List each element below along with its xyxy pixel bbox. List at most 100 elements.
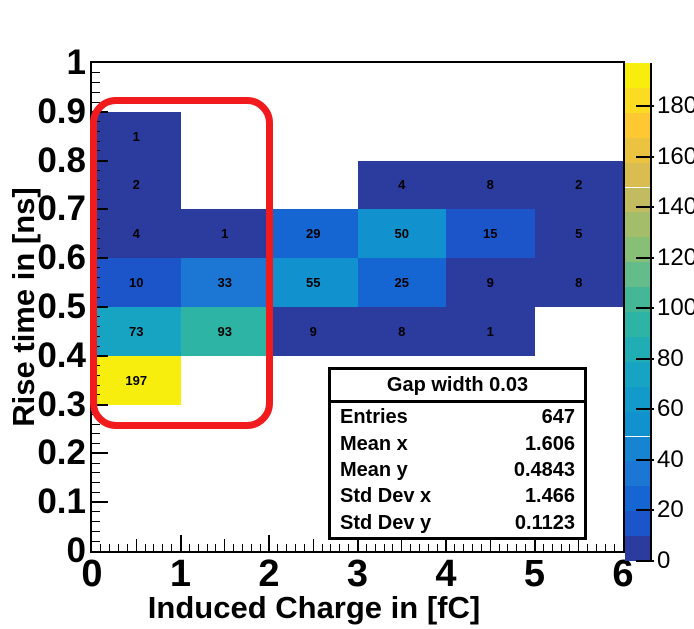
colorbar-band bbox=[625, 262, 650, 288]
heatmap-cell: 197 bbox=[92, 355, 181, 405]
colorbar-tick bbox=[636, 408, 654, 411]
x-axis-tick bbox=[578, 539, 580, 551]
y-axis-tick bbox=[92, 208, 108, 211]
x-axis-tick bbox=[224, 539, 226, 551]
x-axis-tick-label: 4 bbox=[435, 553, 457, 595]
x-axis-tick bbox=[533, 535, 536, 551]
y-axis-tick-label: 1 bbox=[66, 43, 86, 82]
y-axis-tick bbox=[92, 511, 100, 513]
x-axis-tick bbox=[295, 544, 297, 551]
colorbar-tick bbox=[636, 307, 654, 310]
x-axis-tick bbox=[215, 544, 217, 551]
colorbar-tick-label: 180 bbox=[657, 91, 694, 119]
y-axis-tick-label: 0.3 bbox=[37, 384, 86, 424]
x-axis-tick bbox=[525, 544, 527, 551]
x-axis-tick bbox=[171, 544, 173, 551]
x-axis-tick bbox=[339, 544, 341, 551]
x-axis-tick bbox=[321, 544, 323, 551]
colorbar-tick bbox=[636, 104, 654, 107]
x-axis-tick bbox=[330, 544, 332, 551]
x-axis-tick bbox=[516, 544, 518, 551]
heatmap-cell: 5 bbox=[534, 209, 623, 259]
x-axis-tick bbox=[259, 544, 261, 551]
stat-row: Mean y 0.4843 bbox=[340, 458, 575, 482]
colorbar-tick bbox=[636, 509, 654, 512]
heatmap-cell: 10 bbox=[92, 258, 181, 307]
colorbar-tick bbox=[636, 458, 654, 461]
heatmap-cell: 8 bbox=[534, 258, 623, 307]
y-axis-tick bbox=[92, 462, 100, 464]
x-axis-tick bbox=[418, 544, 420, 551]
colorbar-tick-label: 80 bbox=[657, 344, 684, 372]
stat-label: Mean y bbox=[340, 458, 408, 481]
heatmap-cell: 50 bbox=[357, 209, 446, 259]
heatmap-cell: 9 bbox=[269, 307, 358, 356]
y-axis-tick-label: 0.9 bbox=[37, 91, 86, 131]
x-axis-tick bbox=[135, 539, 137, 551]
colorbar-tick-label: 100 bbox=[657, 294, 694, 322]
stat-value: 0.1123 bbox=[514, 511, 575, 534]
colorbar-tick bbox=[636, 560, 654, 562]
y-axis-tick-label: 0.1 bbox=[37, 482, 86, 522]
colorbar-tick-label: 20 bbox=[657, 496, 684, 524]
x-axis-tick bbox=[560, 544, 562, 551]
x-axis-tick bbox=[507, 544, 509, 551]
x-axis-tick bbox=[286, 544, 288, 551]
colorbar-tick-label: 40 bbox=[657, 445, 684, 473]
stat-row: Mean x 1.606 bbox=[340, 432, 575, 456]
y-axis-tick-label: 0.6 bbox=[37, 238, 86, 278]
x-axis-tick bbox=[126, 544, 128, 551]
heatmap-cell: 55 bbox=[269, 258, 358, 307]
x-axis-tick bbox=[312, 539, 314, 551]
x-axis-tick bbox=[118, 544, 120, 551]
y-axis-tick-label: 0.7 bbox=[37, 189, 86, 229]
x-axis-tick bbox=[595, 544, 597, 551]
colorbar-band bbox=[625, 361, 650, 387]
x-axis-tick bbox=[427, 544, 429, 551]
stat-label: Std Dev x bbox=[340, 485, 432, 508]
x-axis-tick bbox=[489, 539, 491, 551]
x-axis-tick bbox=[277, 544, 279, 551]
colorbar-band bbox=[625, 87, 650, 113]
colorbar-band bbox=[625, 212, 650, 238]
x-axis-title: Induced Charge in [fC] bbox=[147, 590, 481, 625]
colorbar-tick-label: 60 bbox=[657, 395, 684, 423]
x-axis-tick bbox=[268, 535, 270, 551]
stat-label: Std Dev y bbox=[340, 511, 432, 534]
colorbar-tick bbox=[636, 155, 654, 158]
y-axis-tick bbox=[92, 530, 100, 532]
y-axis-tick-label: 0.5 bbox=[37, 287, 86, 326]
x-axis-tick bbox=[436, 544, 438, 551]
y-axis-tick bbox=[92, 159, 108, 162]
x-axis-tick bbox=[162, 544, 164, 551]
colorbar-band bbox=[625, 63, 650, 88]
y-axis-tick bbox=[92, 306, 108, 308]
colorbar-tick-label: 140 bbox=[657, 193, 694, 221]
stat-label: Entries bbox=[340, 406, 408, 429]
x-axis-tick bbox=[365, 544, 367, 551]
heatmap-cell: 25 bbox=[357, 258, 446, 307]
x-axis-tick bbox=[188, 544, 190, 551]
stats-box: Gap width 0.03 Entries 647 Mean x 1.606 Mean… bbox=[328, 367, 587, 540]
colorbar-axis-line bbox=[650, 63, 652, 561]
heatmap-cell: 2 bbox=[92, 160, 181, 210]
x-axis-tick bbox=[587, 544, 589, 551]
x-axis-tick bbox=[445, 535, 447, 551]
x-axis-tick bbox=[480, 544, 482, 551]
colorbar-band bbox=[625, 511, 650, 537]
colorbar-band bbox=[625, 486, 650, 512]
colorbar-band bbox=[625, 336, 650, 362]
x-axis-tick bbox=[542, 544, 544, 551]
y-axis-tick bbox=[92, 443, 100, 445]
stat-label: Mean x bbox=[340, 432, 408, 455]
heatmap-cell: 29 bbox=[269, 209, 358, 259]
y-axis-tick bbox=[92, 82, 100, 84]
stat-value: 1.606 bbox=[524, 432, 575, 455]
stat-row: Entries 647 bbox=[340, 405, 575, 429]
y-axis-tick-label: 0.4 bbox=[37, 335, 86, 375]
stat-row: Std Dev y 0.1123 bbox=[340, 511, 575, 535]
y-axis-tick bbox=[92, 472, 100, 474]
x-axis-tick bbox=[401, 539, 403, 551]
x-axis-tick bbox=[348, 544, 350, 551]
y-axis-tick bbox=[92, 540, 100, 542]
